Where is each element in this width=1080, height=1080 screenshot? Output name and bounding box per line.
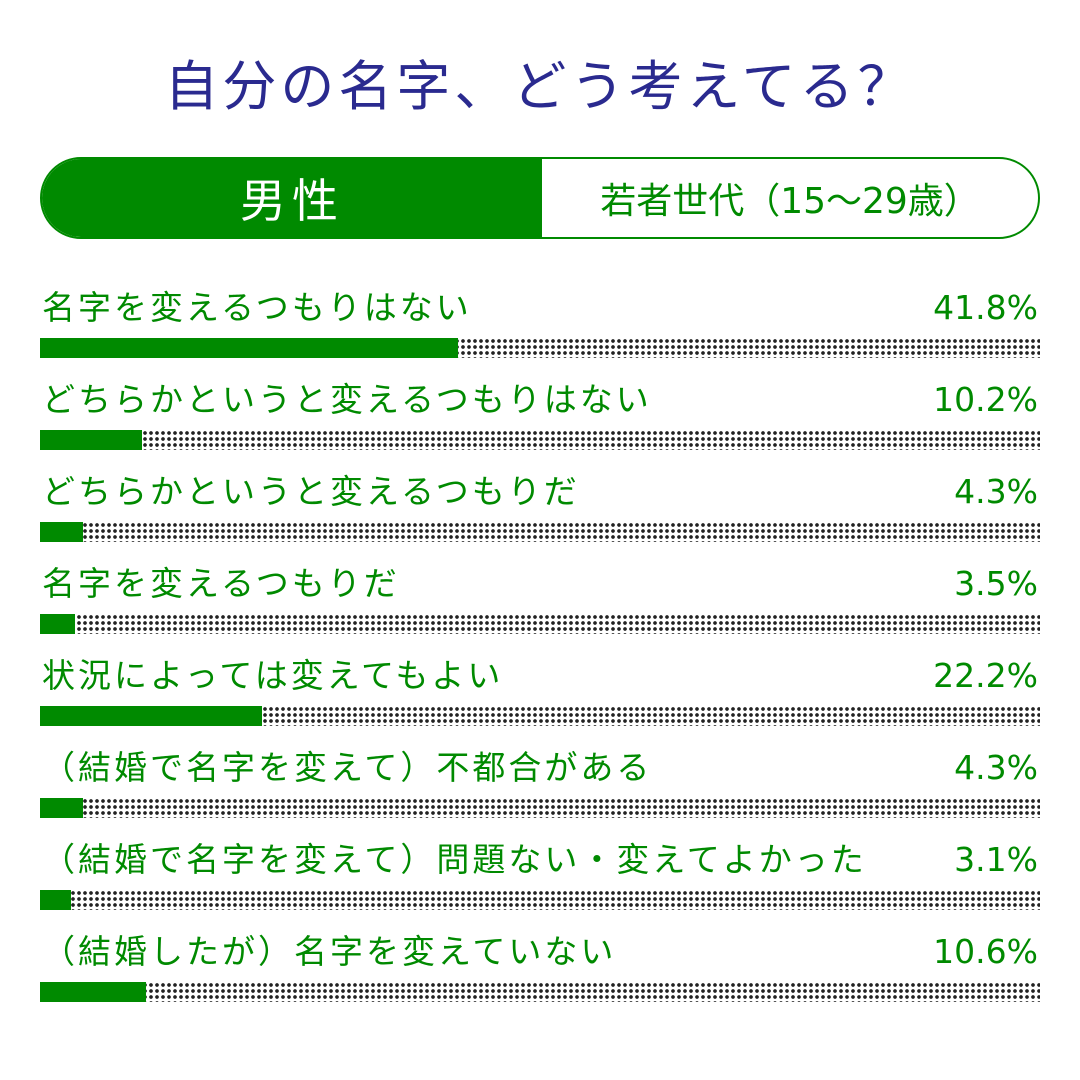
bar-value-label: 10.2% xyxy=(933,380,1038,419)
bar xyxy=(40,890,71,910)
bar-value-label: 10.6% xyxy=(933,932,1038,971)
bar-row: 名字を変えるつもりだ 3.5% xyxy=(40,556,1040,648)
bar xyxy=(40,614,75,634)
bar-track xyxy=(40,430,1040,450)
bar-value-label: 4.3% xyxy=(954,748,1038,787)
bar-row: 状況によっては変えてもよい 22.2% xyxy=(40,648,1040,740)
bar-category-label: （結婚したが）名字を変えていない xyxy=(42,932,617,971)
bar-track xyxy=(40,522,1040,542)
bar-category-label: 名字を変えるつもりだ xyxy=(42,564,400,603)
bar-value-label: 22.2% xyxy=(933,656,1038,695)
bar-list: 名字を変えるつもりはない 41.8% どちらかというと変えるつもりはない 10.2% ど… xyxy=(40,280,1040,1016)
bar-track xyxy=(40,890,1040,910)
bar-track xyxy=(40,338,1040,358)
age-group-label: 若者世代（15～29歳） xyxy=(600,181,980,222)
bar-category-label: 名字を変えるつもりはない xyxy=(42,288,472,327)
bar-category-label: どちらかというと変えるつもりだ xyxy=(42,472,580,511)
bar xyxy=(40,430,142,450)
bar-value-label: 4.3% xyxy=(954,472,1038,511)
bar-category-label: （結婚で名字を変えて）不都合がある xyxy=(42,748,653,787)
bar-row: （結婚で名字を変えて）不都合がある 4.3% xyxy=(40,740,1040,832)
bar-row: （結婚したが）名字を変えていない 10.6% xyxy=(40,924,1040,1016)
bar xyxy=(40,798,83,818)
bar xyxy=(40,338,458,358)
bar-track xyxy=(40,614,1040,634)
bar-track xyxy=(40,798,1040,818)
bar-value-label: 3.1% xyxy=(954,840,1038,879)
segment-header: 男性 若者世代（15～29歳） xyxy=(40,157,1040,239)
bar-row: どちらかというと変えるつもりはない 10.2% xyxy=(40,372,1040,464)
bar-value-label: 41.8% xyxy=(933,288,1038,327)
bar xyxy=(40,522,83,542)
bar-row: どちらかというと変えるつもりだ 4.3% xyxy=(40,464,1040,556)
bar-category-label: 状況によっては変えてもよい xyxy=(42,656,504,695)
bar-category-label: どちらかというと変えるつもりはない xyxy=(42,380,652,419)
bar-row: 名字を変えるつもりはない 41.8% xyxy=(40,280,1040,372)
gender-label: 男性 xyxy=(42,159,542,237)
bar-track xyxy=(40,706,1040,726)
bar xyxy=(40,706,262,726)
bar-category-label: （結婚で名字を変えて）問題ない・変えてよかった xyxy=(42,840,867,879)
bar-track xyxy=(40,982,1040,1002)
bar xyxy=(40,982,146,1002)
bar-value-label: 3.5% xyxy=(954,564,1038,603)
bar-row: （結婚で名字を変えて）問題ない・変えてよかった 3.1% xyxy=(40,832,1040,924)
chart-title: 自分の名字、どう考えてる？ xyxy=(164,55,916,118)
